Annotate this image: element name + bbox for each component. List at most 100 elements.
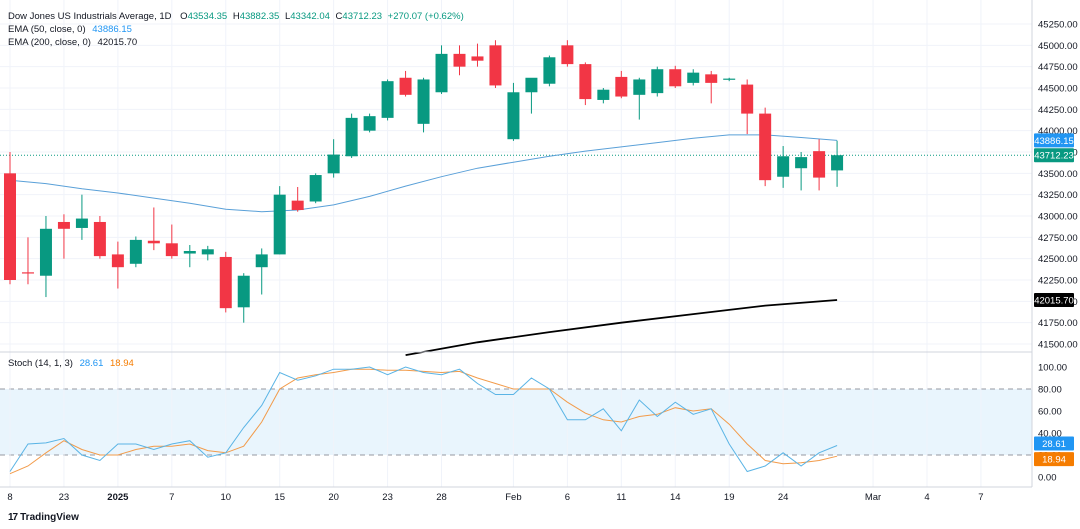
- price-tick-label: 41500.00: [1038, 340, 1078, 351]
- last-price-badge-bg: [1034, 148, 1074, 163]
- tradingview-logo[interactable]: 17 TradingView: [8, 512, 79, 523]
- legend-stoch[interactable]: Stoch (14, 1, 3) 28.61 18.94: [8, 358, 134, 369]
- candle-body: [543, 57, 556, 84]
- candle-body: [651, 69, 664, 94]
- candle-up: [723, 77, 736, 82]
- time-tick-label: 23: [59, 492, 70, 503]
- candle-up: [201, 245, 214, 261]
- candle-down: [705, 70, 718, 104]
- candle-body: [381, 81, 394, 118]
- candle-body: [255, 254, 268, 268]
- time-tick-label: 15: [274, 492, 285, 503]
- candle-down: [471, 43, 484, 67]
- time-tick-label: 7: [169, 492, 174, 503]
- candle-body: [525, 77, 538, 93]
- candle-body: [201, 249, 214, 255]
- stoch-tick-label: 60.00: [1038, 407, 1062, 418]
- tradingview-brand: TradingView: [20, 512, 79, 523]
- time-tick-label: 24: [778, 492, 789, 503]
- candle-up: [417, 77, 430, 133]
- legend-high: 43882.35: [239, 11, 280, 22]
- candle-up: [381, 79, 394, 121]
- candle-body: [93, 221, 106, 257]
- price-tick-label: 45250.00: [1038, 20, 1078, 31]
- candle-body: [687, 72, 700, 83]
- legend-ema50[interactable]: EMA (50, close, 0) 43886.15: [8, 24, 132, 35]
- candle-up: [363, 113, 376, 133]
- candle-up: [345, 113, 358, 158]
- time-tick-label: 6: [565, 492, 570, 503]
- legend-close: 43712.23: [342, 11, 383, 22]
- candle-up: [795, 152, 808, 191]
- candle-up: [831, 140, 844, 187]
- candle-body: [777, 156, 790, 177]
- stoch-d-badge-bg: [1034, 452, 1074, 467]
- candle-up: [507, 82, 520, 141]
- legend-low-label: L: [284, 11, 291, 22]
- candle-up: [525, 77, 538, 114]
- candle-body: [471, 56, 484, 61]
- candle-body: [291, 200, 304, 211]
- stoch-k-badge: 28.61: [1042, 439, 1066, 450]
- candle-body: [795, 157, 808, 169]
- candle-down: [165, 224, 178, 259]
- candle-up: [129, 236, 142, 268]
- candle-body: [273, 194, 286, 255]
- legend-open-label: O: [180, 11, 188, 22]
- time-tick-label: 2025: [107, 492, 129, 503]
- time-tick-label: 7: [978, 492, 983, 503]
- candle-body: [21, 272, 34, 274]
- time-tick-label: 20: [328, 492, 339, 503]
- candle-up: [597, 88, 610, 104]
- candle-down: [759, 107, 772, 187]
- candle-up: [273, 186, 286, 255]
- candle-body: [597, 89, 610, 100]
- candle-down: [813, 139, 826, 191]
- ema200-price-badge: 42015.70: [1034, 295, 1074, 306]
- legend-open: 43534.35: [187, 11, 228, 22]
- candle-body: [129, 239, 142, 264]
- candle-body: [237, 275, 250, 308]
- candle-body: [399, 77, 412, 95]
- candle-body: [327, 154, 340, 174]
- candle-up: [327, 139, 340, 178]
- candle-body: [57, 221, 70, 229]
- legend-ema50-label: EMA (50, close, 0): [8, 24, 86, 35]
- candle-body: [147, 240, 160, 244]
- price-tick-label: 43250.00: [1038, 190, 1078, 201]
- candle-body: [561, 45, 574, 65]
- legend-stoch-d: 18.94: [110, 358, 134, 369]
- candle-body: [759, 113, 772, 181]
- time-tick-label: 14: [670, 492, 681, 503]
- legend-change: +270.07 (+0.62%): [387, 11, 464, 22]
- legend-low: 43342.04: [290, 11, 330, 22]
- ema200-price-badge-bg: [1034, 292, 1074, 307]
- candle-down: [4, 152, 16, 285]
- candle-body: [741, 84, 754, 114]
- stoch-band-fill: [0, 389, 1032, 455]
- price-tick-label: 44000.00: [1038, 126, 1078, 137]
- candle-down: [111, 241, 124, 289]
- candle-down: [399, 70, 412, 97]
- candle-body: [579, 64, 592, 100]
- legend-close-label: C: [335, 11, 343, 22]
- candle-up: [255, 248, 268, 295]
- candle-body: [489, 45, 502, 86]
- candle-down: [147, 207, 160, 251]
- legend-ema200-value: 42015.70: [97, 37, 138, 48]
- last-price-badge: 43712.23: [1034, 151, 1074, 162]
- candle-down: [291, 186, 304, 212]
- candle-body: [633, 79, 646, 95]
- price-tick-label: 44500.00: [1038, 84, 1078, 95]
- price-tick-label: 45000.00: [1038, 41, 1078, 52]
- price-tick-label: 42750.00: [1038, 233, 1078, 244]
- stoch-d-badge: 18.94: [1042, 455, 1066, 466]
- candle-up: [543, 55, 556, 87]
- candle-body: [363, 116, 376, 131]
- candle-down: [93, 216, 106, 259]
- candle-body: [831, 155, 844, 171]
- legend-ema200[interactable]: EMA (200, close, 0) 42015.70: [8, 37, 137, 48]
- candle-up: [39, 216, 52, 298]
- price-tick-label: 42250.00: [1038, 276, 1078, 287]
